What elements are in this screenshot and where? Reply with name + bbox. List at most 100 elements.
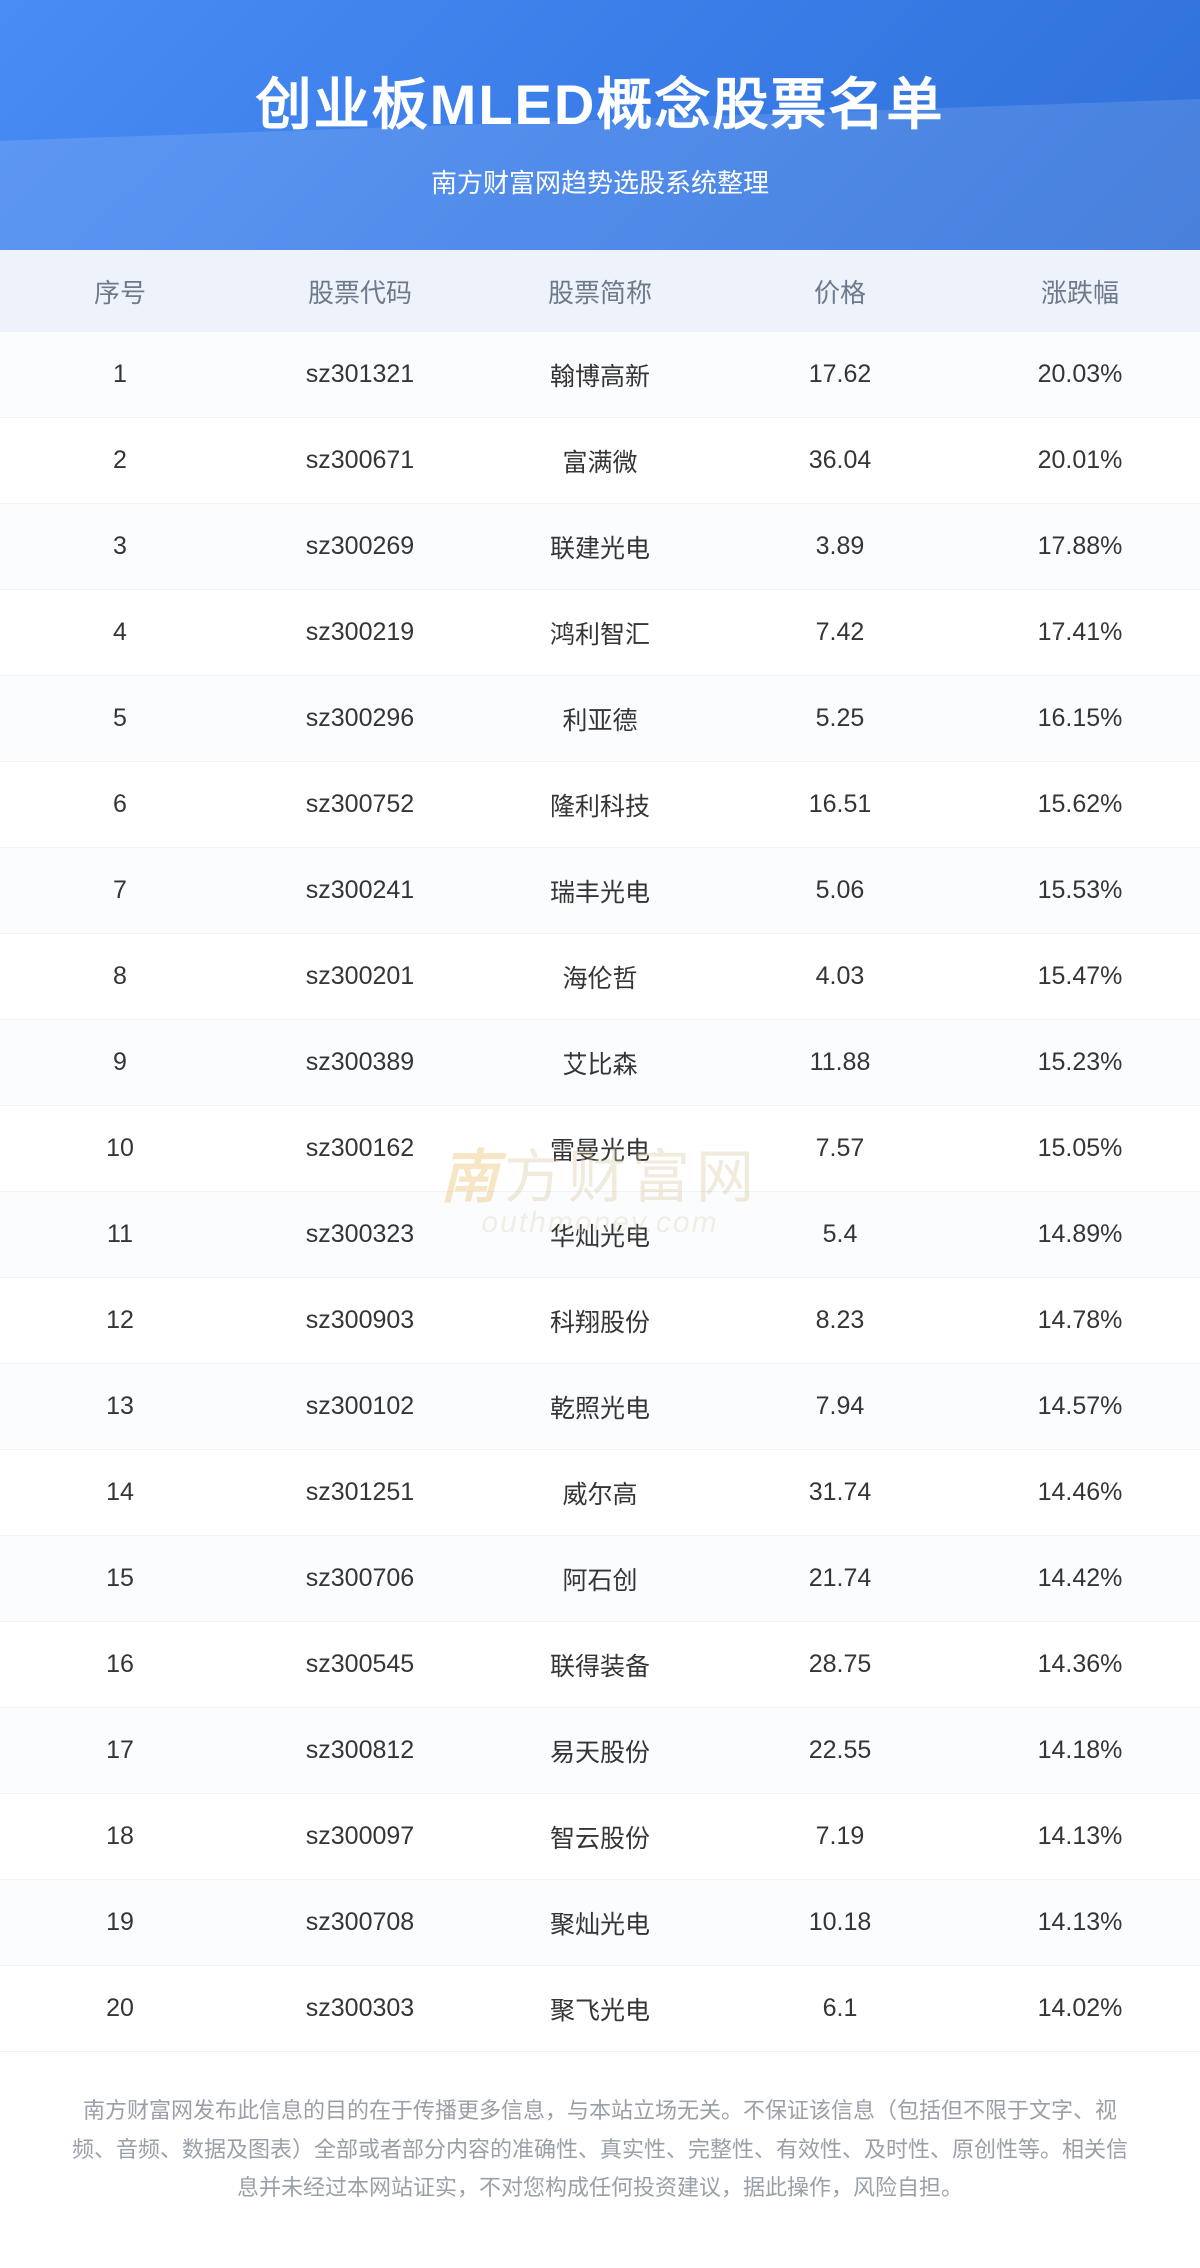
cell-price: 22.55 <box>720 1736 960 1765</box>
cell-price: 6.1 <box>720 1994 960 2023</box>
table-row: 5sz300296利亚德5.2516.15% <box>0 676 1200 762</box>
table-row: 9sz300389艾比森11.8815.23% <box>0 1020 1200 1106</box>
cell-price: 31.74 <box>720 1478 960 1507</box>
cell-price: 11.88 <box>720 1048 960 1077</box>
cell-index: 13 <box>0 1392 240 1421</box>
cell-price: 8.23 <box>720 1306 960 1335</box>
cell-price: 10.18 <box>720 1908 960 1937</box>
table-row: 20sz300303聚飞光电6.114.02% <box>0 1966 1200 2052</box>
cell-change: 15.62% <box>960 790 1200 819</box>
cell-code: sz300162 <box>240 1134 480 1163</box>
cell-index: 1 <box>0 360 240 389</box>
cell-price: 28.75 <box>720 1650 960 1679</box>
cell-code: sz300323 <box>240 1220 480 1249</box>
cell-change: 14.13% <box>960 1908 1200 1937</box>
table-row: 11sz300323华灿光电5.414.89% <box>0 1192 1200 1278</box>
table-row: 1sz301321翰博高新17.6220.03% <box>0 332 1200 418</box>
cell-price: 16.51 <box>720 790 960 819</box>
page-container: 创业板MLED概念股票名单 南方财富网趋势选股系统整理 序号 股票代码 股票简称… <box>0 0 1200 2268</box>
cell-price: 7.57 <box>720 1134 960 1163</box>
cell-code: sz300097 <box>240 1822 480 1851</box>
cell-code: sz300903 <box>240 1306 480 1335</box>
cell-index: 6 <box>0 790 240 819</box>
cell-index: 10 <box>0 1134 240 1163</box>
cell-change: 15.05% <box>960 1134 1200 1163</box>
cell-price: 5.25 <box>720 704 960 733</box>
cell-change: 14.57% <box>960 1392 1200 1421</box>
header: 创业板MLED概念股票名单 南方财富网趋势选股系统整理 <box>0 0 1200 250</box>
cell-code: sz300389 <box>240 1048 480 1077</box>
cell-index: 9 <box>0 1048 240 1077</box>
cell-name: 华灿光电 <box>480 1217 720 1253</box>
cell-change: 15.47% <box>960 962 1200 991</box>
table-row: 2sz300671富满微36.0420.01% <box>0 418 1200 504</box>
cell-index: 2 <box>0 446 240 475</box>
col-price: 价格 <box>720 273 960 310</box>
cell-code: sz300812 <box>240 1736 480 1765</box>
cell-index: 19 <box>0 1908 240 1937</box>
cell-name: 科翔股份 <box>480 1303 720 1339</box>
cell-index: 14 <box>0 1478 240 1507</box>
table-header-row: 序号 股票代码 股票简称 价格 涨跌幅 <box>0 250 1200 332</box>
cell-name: 翰博高新 <box>480 357 720 393</box>
cell-index: 12 <box>0 1306 240 1335</box>
cell-name: 威尔高 <box>480 1475 720 1511</box>
cell-index: 5 <box>0 704 240 733</box>
cell-change: 14.13% <box>960 1822 1200 1851</box>
cell-price: 3.89 <box>720 532 960 561</box>
cell-name: 联建光电 <box>480 529 720 565</box>
cell-price: 17.62 <box>720 360 960 389</box>
cell-code: sz300708 <box>240 1908 480 1937</box>
cell-index: 15 <box>0 1564 240 1593</box>
cell-change: 17.41% <box>960 618 1200 647</box>
cell-index: 7 <box>0 876 240 905</box>
table-row: 4sz300219鸿利智汇7.4217.41% <box>0 590 1200 676</box>
cell-price: 4.03 <box>720 962 960 991</box>
cell-code: sz301321 <box>240 360 480 389</box>
cell-change: 14.02% <box>960 1994 1200 2023</box>
cell-name: 智云股份 <box>480 1819 720 1855</box>
table-row: 16sz300545联得装备28.7514.36% <box>0 1622 1200 1708</box>
cell-code: sz301251 <box>240 1478 480 1507</box>
cell-index: 17 <box>0 1736 240 1765</box>
cell-change: 15.23% <box>960 1048 1200 1077</box>
cell-price: 7.42 <box>720 618 960 647</box>
cell-price: 7.19 <box>720 1822 960 1851</box>
cell-price: 5.06 <box>720 876 960 905</box>
cell-price: 36.04 <box>720 446 960 475</box>
cell-change: 14.42% <box>960 1564 1200 1593</box>
cell-index: 3 <box>0 532 240 561</box>
cell-index: 8 <box>0 962 240 991</box>
cell-name: 富满微 <box>480 443 720 479</box>
table-row: 10sz300162雷曼光电7.5715.05% <box>0 1106 1200 1192</box>
cell-change: 16.15% <box>960 704 1200 733</box>
col-code: 股票代码 <box>240 273 480 310</box>
cell-change: 17.88% <box>960 532 1200 561</box>
table-row: 17sz300812易天股份22.5514.18% <box>0 1708 1200 1794</box>
table-row: 6sz300752隆利科技16.5115.62% <box>0 762 1200 848</box>
cell-code: sz300241 <box>240 876 480 905</box>
cell-price: 21.74 <box>720 1564 960 1593</box>
cell-index: 11 <box>0 1220 240 1249</box>
cell-change: 20.01% <box>960 446 1200 475</box>
table-row: 12sz300903科翔股份8.2314.78% <box>0 1278 1200 1364</box>
cell-code: sz300201 <box>240 962 480 991</box>
cell-name: 雷曼光电 <box>480 1131 720 1167</box>
cell-change: 14.78% <box>960 1306 1200 1335</box>
cell-name: 阿石创 <box>480 1561 720 1597</box>
page-subtitle: 南方财富网趋势选股系统整理 <box>20 163 1180 200</box>
cell-code: sz300296 <box>240 704 480 733</box>
cell-change: 14.18% <box>960 1736 1200 1765</box>
cell-name: 海伦哲 <box>480 959 720 995</box>
cell-name: 联得装备 <box>480 1647 720 1683</box>
cell-name: 聚飞光电 <box>480 1991 720 2027</box>
table-row: 18sz300097智云股份7.1914.13% <box>0 1794 1200 1880</box>
cell-code: sz300269 <box>240 532 480 561</box>
table-row: 8sz300201海伦哲4.0315.47% <box>0 934 1200 1020</box>
col-change: 涨跌幅 <box>960 273 1200 310</box>
cell-name: 隆利科技 <box>480 787 720 823</box>
col-index: 序号 <box>0 273 240 310</box>
col-name: 股票简称 <box>480 273 720 310</box>
cell-change: 14.46% <box>960 1478 1200 1507</box>
table-row: 19sz300708聚灿光电10.1814.13% <box>0 1880 1200 1966</box>
